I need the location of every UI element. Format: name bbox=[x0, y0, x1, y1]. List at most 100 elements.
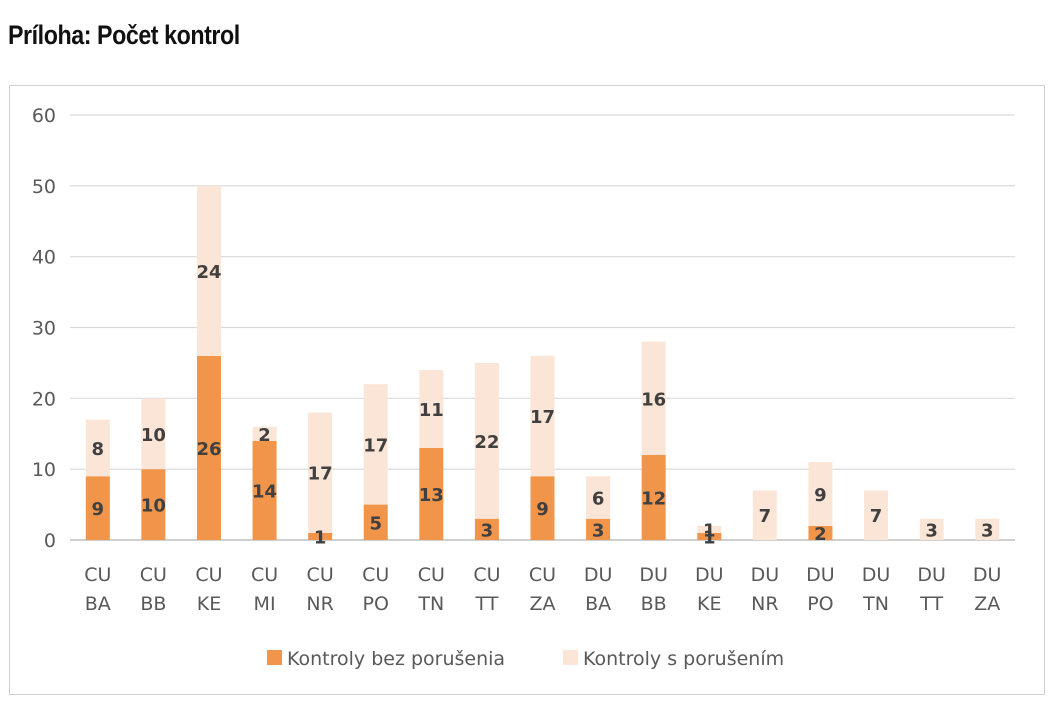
bar-segment bbox=[586, 518, 611, 540]
page-title: Príloha: Počet kontrol bbox=[8, 20, 240, 50]
y-tick-label: 20 bbox=[32, 388, 56, 410]
bar-segment bbox=[641, 341, 666, 455]
y-tick-label: 60 bbox=[32, 105, 56, 127]
x-category-label: BB bbox=[641, 593, 667, 615]
x-category-label: DU bbox=[917, 564, 946, 586]
x-category-label: CU bbox=[84, 564, 111, 586]
x-category-label: ZA bbox=[974, 593, 1000, 615]
x-category-label: DU bbox=[695, 564, 724, 586]
bar-segment bbox=[419, 370, 444, 448]
bar-segment bbox=[85, 419, 110, 477]
x-category-label: CU bbox=[362, 564, 389, 586]
data-label: 14 bbox=[252, 481, 277, 502]
x-category-label: CU bbox=[529, 564, 556, 586]
data-label: 17 bbox=[363, 435, 388, 456]
data-label: 1 bbox=[703, 527, 716, 548]
bar-segment bbox=[641, 455, 666, 540]
y-tick-label: 30 bbox=[32, 318, 56, 340]
y-tick-label: 50 bbox=[32, 176, 56, 198]
x-category-label: BB bbox=[140, 593, 166, 615]
x-category-label: DU bbox=[806, 564, 835, 586]
y-tick-label: 40 bbox=[32, 247, 56, 269]
x-category-label: BA bbox=[585, 593, 611, 615]
bar-segment bbox=[308, 532, 333, 540]
x-category-label: CU bbox=[418, 564, 445, 586]
x-category-label: BA bbox=[85, 593, 111, 615]
x-category-label: CU bbox=[473, 564, 500, 586]
bar-segment bbox=[752, 490, 777, 540]
bar-segment bbox=[808, 525, 833, 540]
x-category-label: MI bbox=[254, 593, 276, 615]
data-label: 12 bbox=[641, 489, 666, 510]
bar-segment bbox=[975, 518, 1000, 540]
x-category-label: TN bbox=[417, 593, 444, 615]
bar-segment bbox=[919, 518, 944, 540]
data-label: 1 bbox=[703, 520, 716, 541]
x-category-label: KE bbox=[197, 593, 221, 615]
bar-segment bbox=[419, 447, 444, 540]
bar-segment bbox=[196, 185, 221, 356]
bar-segment bbox=[474, 518, 499, 540]
data-label: 5 bbox=[369, 513, 382, 534]
chart-frame bbox=[9, 85, 1045, 695]
bar-segment bbox=[586, 476, 611, 519]
data-label: 6 bbox=[592, 489, 605, 510]
data-label: 3 bbox=[925, 520, 938, 541]
x-category-label: CU bbox=[307, 564, 334, 586]
x-category-label: NR bbox=[306, 593, 333, 615]
legend-label: Kontroly s porušením bbox=[583, 648, 784, 670]
bar-segment bbox=[697, 532, 722, 540]
data-label: 10 bbox=[141, 496, 166, 517]
data-label: 10 bbox=[141, 425, 166, 446]
data-label: 2 bbox=[814, 524, 827, 545]
data-label: 7 bbox=[759, 506, 772, 527]
bar-segment bbox=[808, 462, 833, 526]
data-label: 17 bbox=[308, 464, 333, 485]
data-label: 11 bbox=[419, 400, 444, 421]
bar-segment bbox=[363, 504, 388, 540]
bar-segment bbox=[85, 476, 110, 540]
x-category-label: TN bbox=[862, 593, 889, 615]
data-label: 9 bbox=[814, 485, 827, 506]
bar-segment bbox=[530, 476, 555, 540]
data-label: 16 bbox=[641, 389, 666, 410]
bar-segment bbox=[864, 490, 889, 540]
bar-segment bbox=[697, 525, 722, 533]
bar-segment bbox=[141, 398, 166, 470]
legend-label: Kontroly bez porušenia bbox=[287, 648, 505, 670]
data-label: 13 bbox=[419, 485, 444, 506]
bar-segment bbox=[530, 355, 555, 477]
x-category-label: TT bbox=[919, 593, 943, 615]
data-label: 9 bbox=[92, 499, 105, 520]
x-category-label: DU bbox=[639, 564, 668, 586]
x-category-label: NR bbox=[751, 593, 778, 615]
bar-segment bbox=[363, 384, 388, 505]
x-category-label: KE bbox=[697, 593, 721, 615]
legend-swatch bbox=[563, 650, 578, 665]
bar-segment bbox=[252, 426, 277, 441]
data-label: 17 bbox=[530, 407, 555, 428]
data-label: 2 bbox=[258, 425, 271, 446]
x-category-label: DU bbox=[862, 564, 891, 586]
data-label: 26 bbox=[196, 439, 221, 460]
x-category-label: CU bbox=[195, 564, 222, 586]
bar-segment bbox=[141, 469, 166, 540]
data-label: 7 bbox=[870, 506, 883, 527]
data-label: 24 bbox=[196, 262, 221, 283]
data-label: 3 bbox=[981, 520, 994, 541]
x-category-label: DU bbox=[973, 564, 1002, 586]
x-category-label: DU bbox=[584, 564, 613, 586]
data-label: 1 bbox=[314, 527, 327, 548]
data-label: 3 bbox=[481, 520, 494, 541]
bar-segment bbox=[196, 355, 221, 540]
x-category-label: PO bbox=[363, 593, 389, 615]
data-label: 8 bbox=[92, 439, 105, 460]
x-category-label: ZA bbox=[529, 593, 555, 615]
x-category-label: DU bbox=[751, 564, 780, 586]
bar-segment bbox=[474, 362, 499, 519]
x-category-label: PO bbox=[807, 593, 833, 615]
legend-swatch bbox=[267, 650, 282, 665]
x-category-label: TT bbox=[474, 593, 498, 615]
data-label: 22 bbox=[474, 432, 499, 453]
x-category-label: CU bbox=[140, 564, 167, 586]
